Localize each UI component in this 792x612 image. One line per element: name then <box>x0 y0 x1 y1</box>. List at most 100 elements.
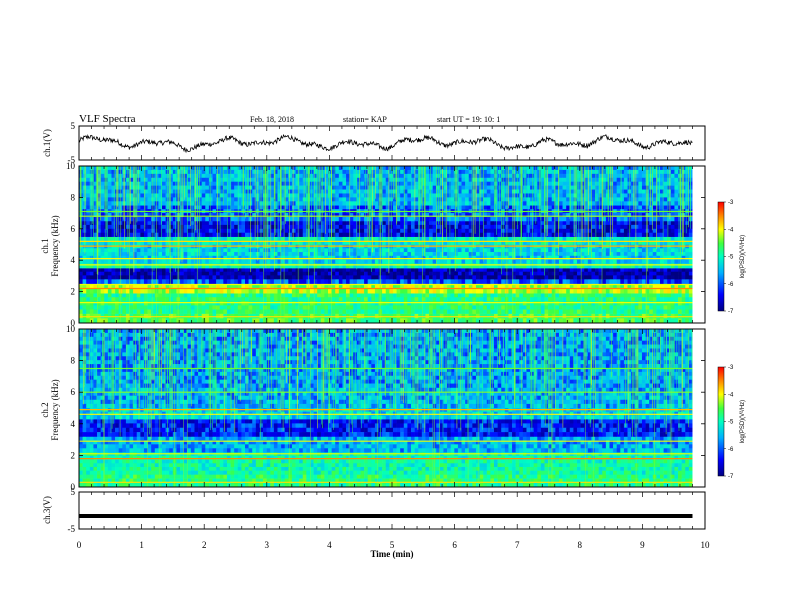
spectrogram-cell <box>277 309 282 314</box>
spectrogram-cell <box>497 268 502 273</box>
spectrogram-cell <box>501 318 506 324</box>
spectrogram-cell <box>663 263 668 269</box>
spectrogram-cell <box>533 252 538 257</box>
spectrogram-cell <box>342 275 347 280</box>
spectrogram-cell <box>198 279 202 285</box>
spectrogram-cell <box>645 263 650 269</box>
spectrogram-cell <box>674 283 679 289</box>
spectrogram-cell <box>219 305 224 310</box>
spectrogram-cell <box>302 313 307 319</box>
spectrogram-cell <box>346 309 350 314</box>
spectrogram-cell <box>558 228 563 234</box>
spectrogram-cell <box>645 318 650 324</box>
spectrogram-cell <box>216 275 221 280</box>
spectrogram-cell <box>259 220 264 226</box>
spectrogram-cell <box>439 268 444 273</box>
spectrogram-cell <box>248 283 253 289</box>
spectrogram-cell <box>313 283 318 289</box>
spectrogram-cell <box>180 297 184 302</box>
spectrogram-cell <box>392 318 397 324</box>
spectrogram-cell <box>129 297 134 302</box>
spectrogram-cell <box>226 228 231 234</box>
spectrogram-cell <box>371 228 376 234</box>
spectrogram-cell <box>331 228 336 234</box>
spectrogram-cell <box>425 236 430 241</box>
spectrogram-cell <box>93 205 98 210</box>
spectrogram-cell <box>284 275 289 280</box>
spectrogram-cell <box>519 259 524 264</box>
spectrogram-cell <box>252 232 257 237</box>
spectrogram-cell <box>616 283 621 289</box>
spectrogram-cell <box>273 236 278 241</box>
spectrogram-cell <box>259 279 264 285</box>
spectrogram-cell <box>645 297 650 302</box>
spectrogram-cell <box>107 313 112 319</box>
spectrogram-cell <box>454 248 459 253</box>
spectrogram-cell <box>104 228 109 234</box>
spectrogram-cell <box>133 318 138 324</box>
spectrogram-cell <box>432 279 437 285</box>
spectrogram-cell <box>497 297 502 302</box>
spectrogram-cell <box>111 271 116 276</box>
spectrogram-cell <box>569 255 574 260</box>
spectrogram-cell <box>299 309 304 314</box>
spectrogram-cell <box>223 213 228 218</box>
spectrogram-cell <box>490 232 495 237</box>
spectrogram-cell <box>237 288 242 294</box>
spectrogram-cell <box>255 288 260 294</box>
spectrogram-cell <box>472 283 477 289</box>
spectrogram-cell <box>273 228 278 234</box>
spectrogram-cell <box>346 228 350 234</box>
spectrogram-cell <box>396 305 401 310</box>
spectrogram-cell <box>472 271 477 276</box>
spectrogram-cell <box>140 240 145 245</box>
spectrogram-cell <box>147 228 152 234</box>
spectrogram-cell <box>598 240 603 245</box>
spectrogram-cell <box>133 279 138 285</box>
spectrogram-cell <box>353 288 358 294</box>
spectrogram-cell <box>429 236 433 241</box>
spectrogram-cell <box>143 268 148 273</box>
spectrogram-cell <box>111 252 116 257</box>
spectrogram-cell <box>284 293 289 298</box>
spectrogram-cell <box>667 232 672 237</box>
spectrogram-cell <box>641 205 646 210</box>
spectrogram-cell <box>165 309 170 314</box>
spectrogram-cell <box>360 293 365 298</box>
spectrogram-cell <box>162 297 166 302</box>
spectrogram-cell <box>457 224 462 230</box>
spectrogram-cell <box>198 224 202 230</box>
spectrogram-cell <box>100 318 105 324</box>
spectrogram-cell <box>147 240 152 245</box>
spectrogram-cell <box>183 263 188 269</box>
spectrogram-cell <box>591 236 596 241</box>
spectrogram-cell <box>147 220 152 226</box>
spectrogram-cell <box>374 305 379 310</box>
spectrogram-cell <box>115 228 119 234</box>
spectrogram-cell <box>486 318 491 324</box>
spectrogram-cell <box>111 293 116 298</box>
spectrogram-cell <box>115 248 119 253</box>
spectrogram-cell <box>544 318 549 324</box>
spectrogram-cell <box>230 301 235 306</box>
spectrogram-cell <box>382 248 387 253</box>
spectrogram-cell <box>562 232 567 237</box>
spectrogram-cell <box>86 228 91 234</box>
spectrogram-cell <box>530 297 534 302</box>
spectrogram-cell <box>183 232 188 237</box>
spectrogram-cell <box>259 268 264 273</box>
spectrogram-cell <box>252 271 257 276</box>
spectrogram-cell <box>190 228 195 234</box>
spectrogram-cell <box>86 288 91 294</box>
spectrogram-cell <box>638 297 643 302</box>
spectrogram-cell <box>522 293 527 298</box>
spectrogram-cell <box>418 297 423 302</box>
spectrogram-cell <box>273 224 278 230</box>
spectrogram-cell <box>129 279 134 285</box>
spectrogram-cell <box>631 301 636 306</box>
spectrogram-cell <box>226 297 231 302</box>
spectrogram-cell <box>255 318 260 324</box>
spectrogram-cell <box>364 259 368 264</box>
spectrogram-cell <box>483 305 488 310</box>
spectrogram-cell <box>540 248 545 253</box>
